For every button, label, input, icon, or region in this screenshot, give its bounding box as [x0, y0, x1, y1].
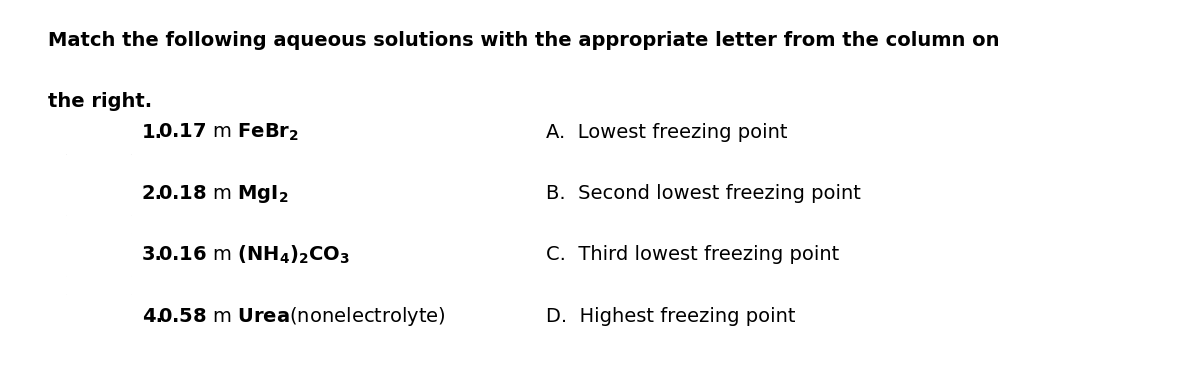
Text: A.  Lowest freezing point: A. Lowest freezing point — [546, 123, 787, 142]
Text: D.  Highest freezing point: D. Highest freezing point — [546, 307, 796, 325]
Text: $\mathbf{0.18}$ $\mathrm{m}$ $\mathbf{MgI_2}$: $\mathbf{0.18}$ $\mathrm{m}$ $\mathbf{Mg… — [158, 183, 289, 205]
FancyBboxPatch shape — [64, 110, 134, 156]
Text: 2.: 2. — [142, 185, 163, 203]
FancyBboxPatch shape — [64, 232, 134, 278]
Text: $\mathbf{0.16}$ $\mathrm{m}$ $\mathbf{(NH_4)_2CO_3}$: $\mathbf{0.16}$ $\mathrm{m}$ $\mathbf{(N… — [158, 244, 350, 266]
Text: $\mathbf{0.17}$ $\mathrm{m}$ $\mathbf{FeBr_2}$: $\mathbf{0.17}$ $\mathrm{m}$ $\mathbf{Fe… — [158, 122, 300, 143]
FancyBboxPatch shape — [64, 293, 134, 339]
Text: 3.: 3. — [142, 246, 162, 264]
Text: Match the following aqueous solutions with the appropriate letter from the colum: Match the following aqueous solutions wi… — [48, 31, 1000, 50]
Text: 1.: 1. — [142, 123, 163, 142]
Text: 4.: 4. — [142, 307, 163, 325]
Text: $\mathbf{0.58}$ $\mathrm{m}$ $\mathbf{Urea}\mathrm{(nonelectrolyte)}$: $\mathbf{0.58}$ $\mathrm{m}$ $\mathbf{Ur… — [158, 304, 446, 328]
Text: the right.: the right. — [48, 92, 152, 111]
Text: C.  Third lowest freezing point: C. Third lowest freezing point — [546, 246, 839, 264]
FancyBboxPatch shape — [64, 171, 134, 217]
Text: B.  Second lowest freezing point: B. Second lowest freezing point — [546, 185, 860, 203]
